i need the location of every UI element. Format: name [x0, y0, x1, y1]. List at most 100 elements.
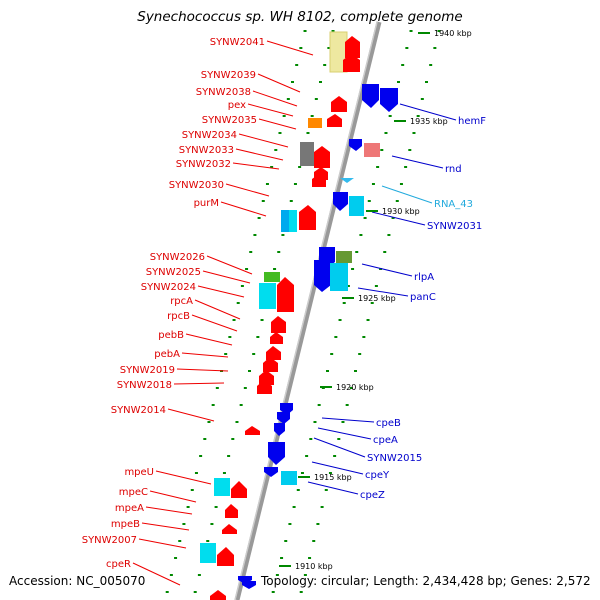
tick-mark: [215, 387, 219, 389]
gene-synw2015[interactable]: [274, 423, 285, 436]
gene-synw2040[interactable]: [343, 54, 360, 72]
gene-label-left[interactable]: SYNW2033: [179, 145, 234, 156]
gene-synw2007[interactable]: [200, 543, 216, 563]
gene-pebB[interactable]: [266, 346, 281, 360]
gene-purM[interactable]: [299, 205, 316, 230]
gene-label-left[interactable]: SYNW2019: [120, 365, 175, 376]
tick-mark: [303, 30, 307, 32]
gene-label-left[interactable]: SYNW2039: [201, 70, 256, 81]
gene-rpcB[interactable]: [270, 332, 283, 344]
gene-label-right[interactable]: rlpA: [414, 272, 434, 283]
gene-label-left[interactable]: mpeC: [119, 487, 148, 498]
gene-label-right[interactable]: rnd: [445, 164, 462, 175]
gene-label-left[interactable]: SYNW2018: [117, 380, 172, 391]
gene-cpeA[interactable]: [277, 412, 290, 424]
gene-cpeR[interactable]: [210, 590, 226, 600]
label-leader: [266, 40, 314, 56]
gene-synw2031[interactable]: [349, 196, 364, 216]
gene-label-right[interactable]: cpeA: [373, 435, 398, 446]
gene-rna43[interactable]: [340, 178, 354, 183]
gene-synw2025[interactable]: [259, 283, 276, 309]
gene-synw2030b[interactable]: [289, 210, 297, 232]
gene-label-right[interactable]: cpeZ: [360, 490, 385, 501]
gene-mpeA[interactable]: [225, 504, 238, 518]
gene-label-left[interactable]: SYNW2034: [182, 130, 237, 141]
gene-label-left[interactable]: SYNW2030: [169, 180, 224, 191]
gene-cpeY[interactable]: [268, 442, 285, 465]
gene-synw2014[interactable]: [245, 426, 260, 435]
gene-synw2031-a[interactable]: [333, 192, 348, 211]
tick-mark: [404, 166, 408, 168]
gene-rnd[interactable]: [364, 143, 380, 157]
gene-panC[interactable]: [330, 263, 348, 291]
tick-mark: [231, 438, 235, 440]
gene-label-left[interactable]: SYNW2014: [111, 405, 166, 416]
gene-synw2033[interactable]: [314, 146, 330, 168]
gene-label-right[interactable]: cpeY: [365, 470, 390, 481]
gene-label-left[interactable]: SYNW2035: [202, 115, 257, 126]
gene-label-left[interactable]: pebB: [158, 330, 184, 341]
tick-mark: [235, 421, 239, 423]
gene-mpeB[interactable]: [222, 524, 237, 534]
gene-label-right[interactable]: hemF: [458, 116, 486, 127]
gene-label-left[interactable]: purM: [194, 198, 219, 209]
gene-synw2036[interactable]: [327, 114, 342, 127]
gene-label-right[interactable]: cpeB: [376, 418, 401, 429]
tick-mark: [214, 506, 218, 508]
gene-synw2041-arrow[interactable]: [345, 36, 360, 58]
label-leader: [317, 427, 372, 440]
gene-pex[interactable]: [331, 96, 347, 112]
gene-rlpA-b[interactable]: [314, 260, 331, 292]
gene-pebA[interactable]: [263, 357, 278, 372]
tick-mark: [271, 591, 275, 593]
gene-synw2035[interactable]: [308, 118, 322, 128]
gene-hemF-b[interactable]: [380, 88, 398, 112]
gene-label-left[interactable]: SYNW2032: [176, 159, 231, 170]
gene-synw2032b[interactable]: [314, 167, 328, 180]
gene-label-left[interactable]: SYNW2007: [82, 535, 137, 546]
gene-panC-top[interactable]: [336, 251, 352, 263]
tick-mark: [286, 98, 290, 100]
tick-mark: [383, 251, 387, 253]
gene-label-right[interactable]: SYNW2031: [427, 221, 482, 232]
topology-text: Topology: circular; Length: 2,434,428 bp…: [261, 574, 591, 588]
gene-label-left[interactable]: SYNW2041: [210, 37, 265, 48]
label-leader: [247, 103, 294, 117]
gene-label-left[interactable]: pebA: [154, 349, 180, 360]
gene-label-left[interactable]: SYNW2025: [146, 267, 201, 278]
gene-synw2018[interactable]: [257, 380, 272, 394]
tick-mark: [298, 166, 302, 168]
gene-label-left[interactable]: mpeU: [124, 467, 154, 478]
gene-synw2026[interactable]: [264, 272, 280, 282]
gene-rpcA[interactable]: [271, 316, 286, 333]
gene-label-left[interactable]: SYNW2026: [150, 252, 205, 263]
tick-mark: [405, 47, 409, 49]
gene-label-left[interactable]: SYNW2038: [196, 87, 251, 98]
gene-label-right[interactable]: SYNW2015: [367, 453, 422, 464]
tick-mark: [425, 81, 429, 83]
gene-label-left[interactable]: rpcA: [170, 296, 193, 307]
gene-label-right[interactable]: RNA_43: [434, 199, 473, 210]
gene-cpeZ[interactable]: [281, 471, 297, 485]
gene-label-right[interactable]: panC: [410, 292, 436, 303]
label-leader: [313, 437, 366, 458]
gene-cpeY-b[interactable]: [264, 467, 278, 477]
gene-label-left[interactable]: mpeB: [111, 519, 140, 530]
gene-synw2008[interactable]: [217, 547, 234, 566]
tick-mark: [359, 234, 363, 236]
gene-label-left[interactable]: pex: [228, 100, 246, 111]
tick-mark: [249, 251, 253, 253]
tick-mark: [323, 64, 327, 66]
gene-mpeC[interactable]: [231, 481, 247, 498]
gene-mpeU[interactable]: [214, 478, 230, 496]
gene-rnd-a[interactable]: [349, 139, 362, 151]
gene-label-left[interactable]: rpcB: [167, 311, 190, 322]
gene-synw2024[interactable]: [277, 277, 294, 312]
gene-hemF-a[interactable]: [362, 84, 379, 108]
label-leader: [194, 299, 241, 320]
gene-synw2034[interactable]: [300, 142, 314, 166]
gene-label-left[interactable]: mpeA: [115, 503, 144, 514]
gene-label-left[interactable]: SYNW2024: [141, 282, 196, 293]
gene-label-left[interactable]: cpeR: [106, 559, 131, 570]
scale-label: 1930 kbp: [382, 207, 420, 216]
